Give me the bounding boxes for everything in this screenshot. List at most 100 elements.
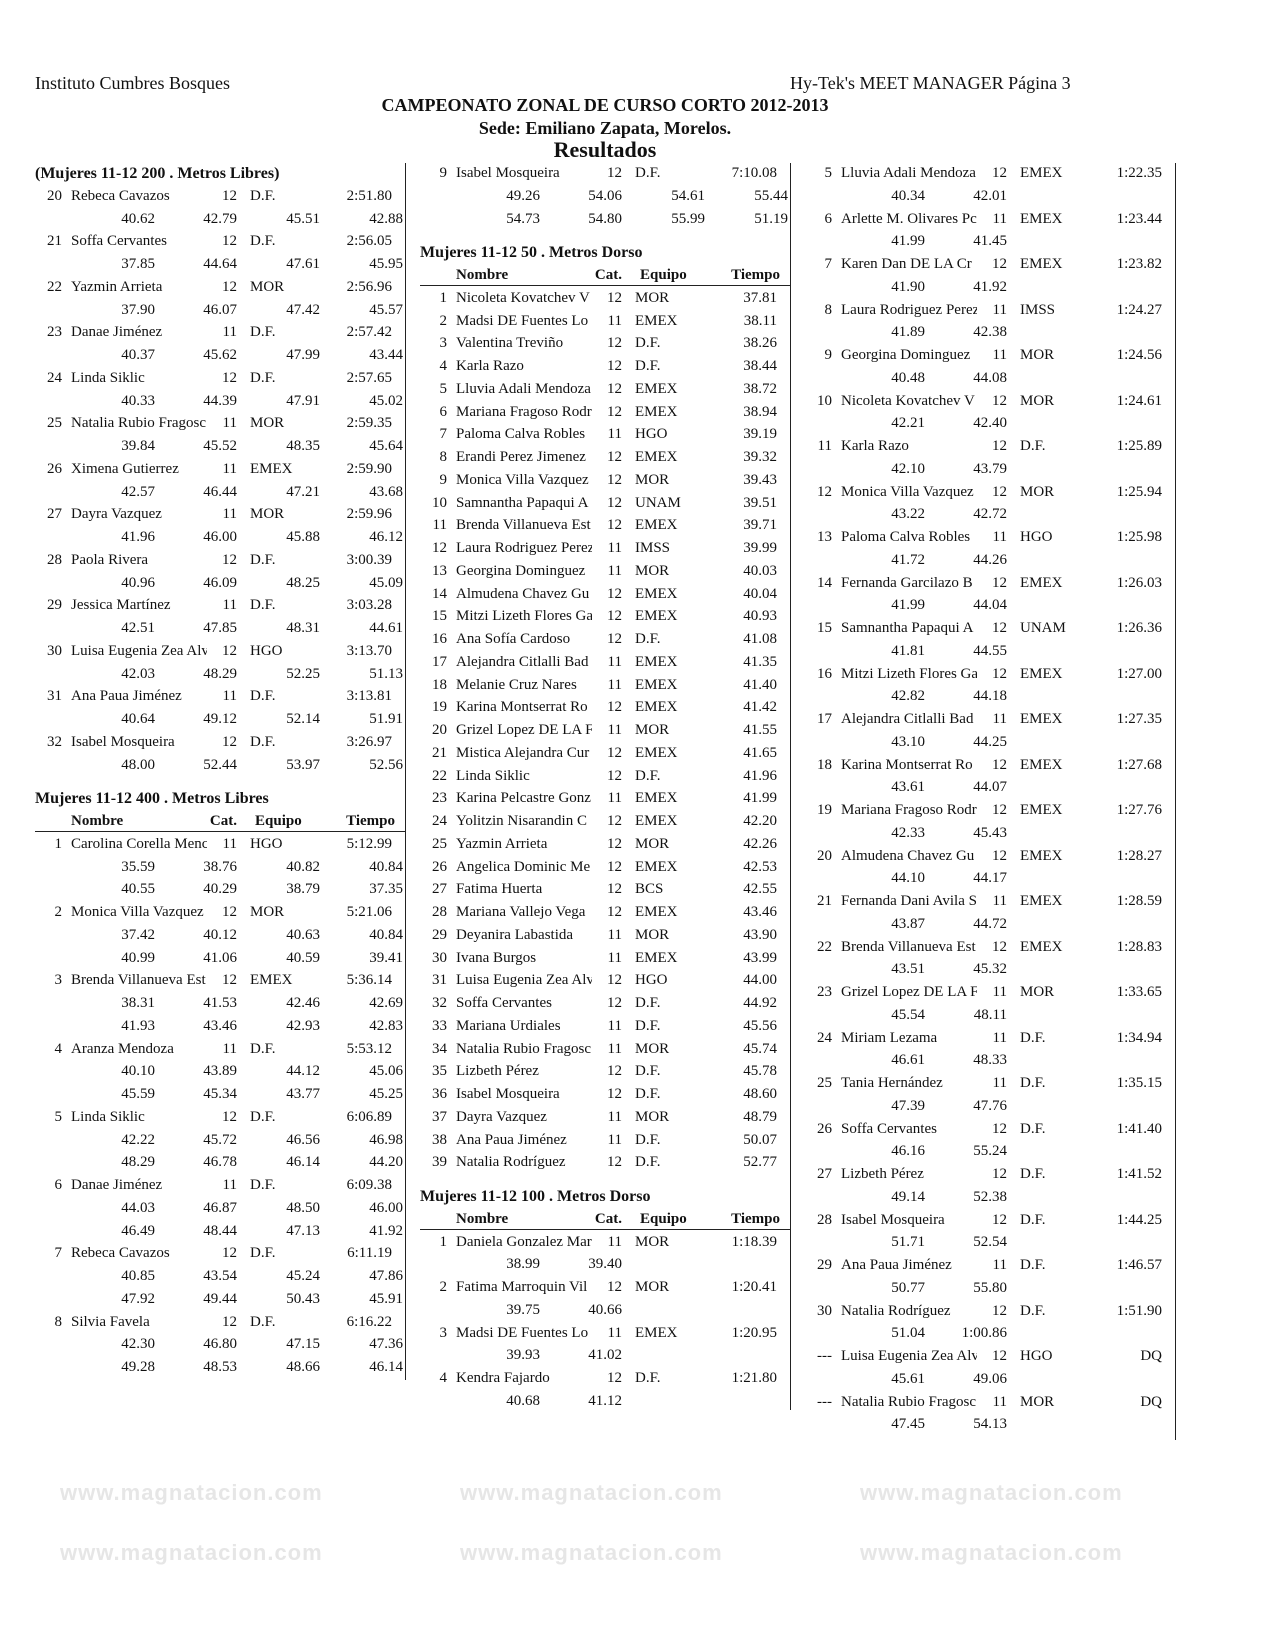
final-time: 45.78: [743, 1063, 777, 1080]
split-time: 47.15: [286, 1336, 320, 1353]
swimmer-name: Dayra Vazquez: [456, 1108, 547, 1125]
team: MOR: [635, 562, 670, 579]
split-time: 49.06: [973, 1370, 1007, 1387]
split-time: 43.68: [369, 483, 403, 500]
splits-row: 41.81 44.55: [805, 640, 1175, 663]
split-time: 47.13: [286, 1222, 320, 1239]
header-time: Tiempo: [731, 1210, 780, 1227]
table-row: 18 Karina Montserrat Ro 12 EMEX 1:27.68: [805, 754, 1175, 777]
table-row: 12 Monica Villa Vazquez 12 MOR 1:25.94: [805, 481, 1175, 504]
age: 12: [607, 699, 622, 716]
swimmer-name: Samnantha Papaqui A: [456, 494, 589, 511]
team: EMEX: [635, 858, 678, 875]
swimmer-name: Mariana Fragoso Rodr: [841, 802, 977, 818]
swimmer-name: Monica Villa Vazquez: [456, 471, 589, 488]
age: 12: [607, 517, 622, 534]
split-time: 40.62: [121, 210, 155, 227]
age: 12: [607, 403, 622, 420]
place: 1: [54, 835, 63, 852]
swimmer-name: Soffa Cervantes: [456, 995, 552, 1011]
age: 11: [607, 426, 622, 443]
table-row: 8 Erandi Perez Jimenez 12 EMEX 39.32: [420, 446, 790, 469]
split-time: 38.79: [286, 881, 320, 898]
header-time: Tiempo: [346, 813, 395, 829]
split-time: 42.22: [121, 1131, 155, 1148]
swimmer-name: Almudena Chavez Gu: [841, 847, 975, 864]
place: 3: [439, 335, 448, 352]
swimmer-name: Rebeca Cavazos: [71, 187, 170, 204]
split-time: 41.06: [203, 949, 237, 966]
event-title: Mujeres 11-12 50 . Metros Dorso: [420, 241, 790, 264]
age: 12: [222, 904, 237, 920]
team: EMEX: [250, 972, 293, 989]
place: 19: [817, 802, 832, 818]
final-time: 38.72: [743, 380, 777, 397]
place: 9: [824, 347, 833, 363]
split-time: 40.37: [121, 347, 155, 363]
splits-row: 40.68 41.12: [420, 1390, 790, 1413]
swimmer-name: Deyanira Labastida: [456, 926, 574, 943]
team: MOR: [635, 1108, 670, 1125]
team: D.F.: [250, 1040, 276, 1057]
final-time: 1:44.25: [1116, 1211, 1162, 1228]
split-time: 43.46: [203, 1017, 237, 1034]
split-time: 41.89: [891, 324, 925, 341]
age: 11: [607, 1040, 622, 1057]
table-row: 35 Lizbeth Pérez 12 D.F. 45.78: [420, 1060, 790, 1083]
place: 2: [439, 312, 448, 329]
splits-row: 46.61 48.33: [805, 1049, 1175, 1072]
split-time: 46.98: [369, 1131, 403, 1148]
header-name: Nombre: [456, 1210, 509, 1227]
splits-row: 42.21 42.40: [805, 412, 1175, 435]
place: 39: [432, 1154, 447, 1171]
split-time: 42.10: [891, 460, 925, 477]
split-time: 42.03: [121, 665, 155, 682]
split-time: 43.10: [891, 733, 925, 750]
age: 12: [607, 289, 622, 306]
final-time: 1:46.57: [1116, 1257, 1162, 1273]
table-row: 27 Dayra Vazquez 11 MOR 2:59.96: [35, 503, 405, 526]
swimmer-name: Monica Villa Vazquez: [841, 483, 974, 500]
team: D.F.: [635, 358, 661, 374]
split-time: 45.88: [286, 529, 320, 545]
meet-title: CAMPEONATO ZONAL DE CURSO CORTO 2012-201…: [381, 95, 829, 115]
watermark: www.magnatacion.com: [460, 1480, 723, 1505]
table-row: 28 Paola Rivera 12 D.F. 3:00.39: [35, 549, 405, 572]
table-row: 25 Natalia Rubio Fragosc 11 MOR 2:59.35: [35, 412, 405, 435]
split-time: 47.99: [286, 347, 320, 363]
place: 23: [432, 790, 447, 807]
place: 5: [824, 165, 833, 181]
final-time: DQ: [1140, 1348, 1162, 1364]
splits-row: 40.99 41.06 40.59 39.41: [35, 947, 405, 970]
split-time: 38.76: [203, 858, 237, 875]
splits-row: 47.39 47.76: [805, 1095, 1175, 1118]
team: MOR: [635, 289, 670, 306]
final-time: 41.65: [743, 744, 777, 761]
splits-row: 51.04 1:00.86: [805, 1322, 1175, 1345]
swimmer-name: Karla Razo: [841, 438, 909, 454]
table-row: 3 Brenda Villanueva Est 12 EMEX 5:36.14: [35, 969, 405, 992]
table-row: 31 Luisa Eugenia Zea Alv 12 HGO 44.00: [420, 969, 790, 992]
split-time: 45.02: [369, 392, 403, 409]
table-row: 19 Mariana Fragoso Rodr 12 EMEX 1:27.76: [805, 799, 1175, 822]
final-time: 3:26.97: [346, 733, 392, 750]
split-time: 43.61: [891, 779, 925, 796]
place: 26: [47, 460, 62, 477]
split-time: 51.04: [891, 1325, 925, 1342]
table-row: 32 Soffa Cervantes 12 D.F. 44.92: [420, 992, 790, 1015]
split-time: 55.44: [754, 187, 788, 204]
split-time: 52.38: [973, 1188, 1007, 1205]
swimmer-name: Natalia Rubio Fragosc: [71, 415, 206, 432]
place: 32: [432, 995, 447, 1011]
table-row: 5 Lluvia Adali Mendoza 12 EMEX 1:22.35: [805, 162, 1175, 185]
place: 22: [47, 278, 62, 295]
swimmer-name: Ana Paua Jiménez: [71, 688, 182, 705]
final-time: 1:25.94: [1116, 483, 1162, 500]
split-time: 45.32: [973, 961, 1007, 978]
place: 1: [439, 289, 448, 306]
team: EMEX: [635, 585, 678, 602]
age: 12: [607, 449, 622, 465]
table-row: 13 Paloma Calva Robles 11 HGO 1:25.98: [805, 526, 1175, 549]
team: EMEX: [1020, 256, 1063, 272]
swimmer-name: Samnantha Papaqui A: [841, 620, 974, 636]
